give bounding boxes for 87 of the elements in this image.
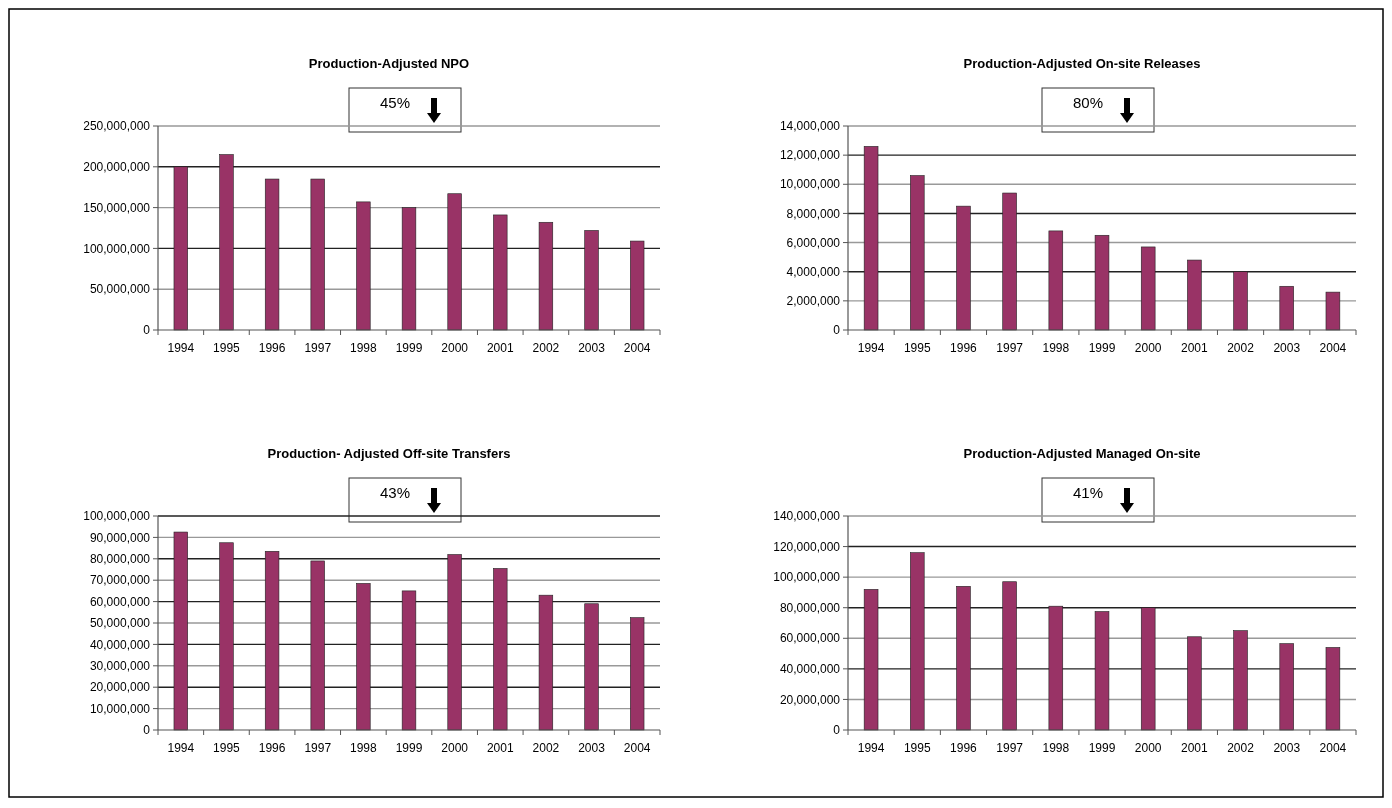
y-tick-label: 50,000,000	[89, 616, 151, 631]
text: 43%	[379, 484, 411, 501]
x-tick-label: 1998	[1042, 341, 1070, 355]
x-tick-label: 1994	[857, 741, 885, 755]
y-tick-label: 10,000,000	[89, 701, 151, 716]
x-tick-label: 2001	[1181, 741, 1209, 755]
x-tick-label: 2001	[486, 341, 514, 355]
y-tick-label: 80,000,000	[89, 552, 151, 566]
x-tick-label: 2002	[532, 741, 560, 755]
text: 41%	[1072, 484, 1104, 501]
y-tick-label: 6,000,000	[786, 235, 841, 250]
y-tick-label: 0	[143, 723, 151, 738]
x-tick-label: 1999	[1088, 741, 1116, 755]
x-tick-label: 2004	[1319, 341, 1347, 355]
y-tick-label: 10,000,000	[779, 177, 841, 192]
bar	[1325, 291, 1341, 331]
x-tick-label: 2000	[441, 741, 469, 755]
x-tick-label: 2000	[1134, 741, 1162, 755]
x-tick-label: 1995	[903, 341, 931, 355]
x-tick-label: 2000	[1134, 341, 1162, 355]
x-tick-label: 1999	[395, 341, 423, 355]
x-tick-label: 2003	[1273, 741, 1301, 755]
x-tick-label: 1996	[950, 341, 978, 355]
x-tick-label: 1995	[903, 741, 931, 755]
x-tick-label: 1996	[258, 341, 286, 355]
y-tick-label: 100,000,000	[83, 241, 151, 256]
x-tick-label: 1994	[167, 741, 195, 755]
x-tick-label: 2002	[1227, 341, 1255, 355]
y-tick-label: 250,000,000	[83, 119, 151, 134]
y-tick-label: 70,000,000	[89, 573, 151, 588]
y-tick-label: 200,000,000	[83, 160, 151, 174]
x-tick-label: 2001	[1181, 341, 1209, 355]
y-tick-label: 20,000,000	[89, 680, 151, 695]
x-tick-label: 2002	[532, 341, 560, 355]
x-tick-label: 1997	[304, 341, 332, 355]
x-tick-label: 2001	[486, 741, 514, 755]
y-tick-label: 12,000,000	[779, 148, 841, 163]
x-tick-label: 1994	[857, 341, 885, 355]
y-tick-label: 40,000,000	[89, 637, 151, 652]
y-tick-label: 60,000,000	[89, 594, 151, 609]
chart-title: Production-Adjusted Managed On-site	[963, 446, 1201, 461]
y-tick-label: 100,000,000	[83, 509, 151, 524]
bar	[1279, 285, 1294, 331]
x-tick-label: 1998	[1042, 741, 1070, 755]
y-tick-label: 90,000,000	[89, 530, 151, 545]
x-tick-label: 2003	[578, 341, 606, 355]
y-tick-label: 150,000,000	[83, 200, 151, 215]
x-tick-label: 1997	[996, 741, 1024, 755]
chart-title: Production- Adjusted Off-site Transfers	[267, 446, 511, 461]
y-tick-label: 40,000,000	[779, 662, 841, 677]
y-tick-label: 30,000,000	[89, 659, 151, 673]
text: 80%	[1072, 94, 1104, 111]
y-tick-label: 100,000,000	[773, 570, 841, 585]
y-tick-label: 0	[833, 323, 841, 338]
y-tick-label: 8,000,000	[786, 206, 841, 221]
y-tick-label: 120,000,000	[773, 539, 841, 554]
x-tick-label: 1998	[350, 341, 378, 355]
x-tick-label: 1995	[213, 741, 241, 755]
y-tick-label: 4,000,000	[786, 264, 841, 279]
x-tick-label: 1995	[213, 341, 241, 355]
x-tick-label: 2004	[623, 341, 651, 355]
x-tick-label: 2002	[1227, 741, 1255, 755]
text: 45%	[379, 94, 411, 111]
x-tick-label: 1998	[350, 741, 378, 755]
x-tick-label: 1996	[258, 741, 286, 755]
y-tick-label: 80,000,000	[779, 600, 841, 615]
y-tick-label: 0	[833, 723, 841, 738]
x-tick-label: 1997	[996, 341, 1024, 355]
x-tick-label: 1996	[950, 741, 978, 755]
x-tick-label: 2004	[1319, 741, 1347, 755]
y-tick-label: 20,000,000	[779, 692, 841, 707]
chart-title: Production-Adjusted On-site Releases	[963, 56, 1201, 71]
y-tick-label: 140,000,000	[773, 509, 841, 524]
y-tick-label: 0	[143, 323, 151, 338]
x-tick-label: 2000	[441, 341, 469, 355]
chart-title: Production-Adjusted NPO	[308, 56, 470, 71]
x-tick-label: 2003	[1273, 341, 1301, 355]
y-tick-label: 50,000,000	[89, 282, 151, 297]
x-tick-label: 2003	[578, 741, 606, 755]
x-tick-label: 1997	[304, 741, 332, 755]
y-tick-label: 2,000,000	[786, 294, 841, 309]
y-tick-label: 14,000,000	[779, 119, 841, 134]
y-tick-label: 60,000,000	[779, 631, 841, 646]
x-tick-label: 1999	[1088, 341, 1116, 355]
x-tick-label: 2004	[623, 741, 651, 755]
x-tick-label: 1994	[167, 341, 195, 355]
x-tick-label: 1999	[395, 741, 423, 755]
